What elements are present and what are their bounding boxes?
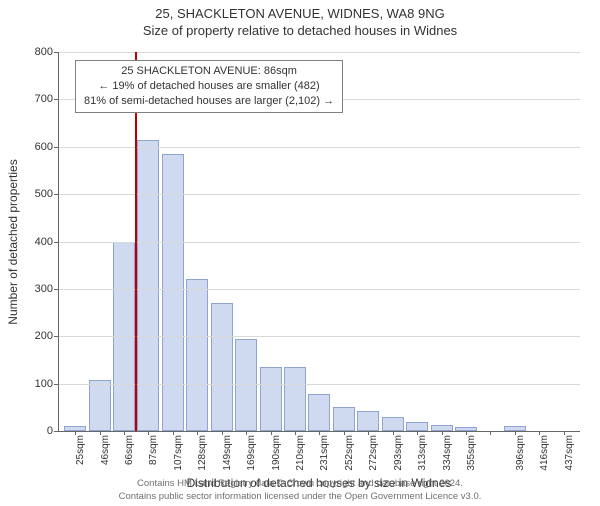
footer-attribution: Contains HM Land Registry data © Crown c… [0,478,600,503]
ytick-label: 400 [35,236,53,248]
histogram-bar [137,140,159,431]
histogram-bar [89,380,111,431]
ytick-mark [54,242,59,243]
xtick-label: 210sqm [295,435,306,471]
xtick-label: 107sqm [173,435,184,471]
ytick-mark [54,99,59,100]
histogram-bar [162,154,184,431]
histogram-bar [235,339,257,431]
ytick-label: 600 [35,141,53,153]
histogram-bar [357,411,379,431]
histogram-bar [382,417,404,431]
histogram-bar [406,422,428,431]
plot-area: Number of detached properties 25sqm46sqm… [58,52,580,432]
xtick-label: 46sqm [100,435,111,465]
footer-line-2: Contains public sector information licen… [0,491,600,503]
xtick-label: 66sqm [124,435,135,465]
xtick-label: 313sqm [417,435,428,471]
ytick-label: 700 [35,93,53,105]
xtick-label: 128sqm [197,435,208,471]
histogram-bar [308,394,330,431]
ytick-mark [54,384,59,385]
ytick-mark [54,336,59,337]
histogram-bar [333,407,355,431]
xtick-label: 169sqm [246,435,257,471]
ytick-mark [54,52,59,53]
ytick-label: 200 [35,330,53,342]
xtick-label: 416sqm [539,435,550,471]
ytick-label: 0 [47,425,53,437]
histogram-bar [260,367,282,431]
ytick-mark [54,147,59,148]
footer-line-1: Contains HM Land Registry data © Crown c… [0,478,600,490]
xtick-label: 355sqm [466,435,477,471]
xtick-label: 272sqm [368,435,379,471]
annotation-box: 25 SHACKLETON AVENUE: 86sqm← 19% of deta… [75,60,343,113]
ytick-label: 800 [35,46,53,58]
ytick-label: 300 [35,283,53,295]
annotation-line-2: ← 19% of detached houses are smaller (48… [84,79,334,94]
xtick-label: 396sqm [515,435,526,471]
histogram-bar [186,279,208,431]
xtick-mark [490,431,491,435]
xtick-label: 252sqm [344,435,355,471]
ytick-label: 500 [35,188,53,200]
chart-title-main: 25, SHACKLETON AVENUE, WIDNES, WA8 9NG [0,6,600,21]
xtick-label: 437sqm [564,435,575,471]
chart-title-sub: Size of property relative to detached ho… [0,23,600,38]
histogram-bar [284,367,306,431]
ytick-mark [54,431,59,432]
ytick-label: 100 [35,378,53,390]
annotation-line-1: 25 SHACKLETON AVENUE: 86sqm [84,64,334,79]
chart-inner: Number of detached properties 25sqm46sqm… [58,52,580,432]
xtick-label: 149sqm [222,435,233,471]
ytick-mark [54,194,59,195]
xtick-label: 231sqm [319,435,330,471]
xtick-label: 293sqm [393,435,404,471]
ytick-mark [54,289,59,290]
y-axis-label: Number of detached properties [6,159,20,324]
annotation-line-3: 81% of semi-detached houses are larger (… [84,94,334,109]
xtick-label: 190sqm [271,435,282,471]
histogram-bar [211,303,233,431]
xtick-label: 334sqm [442,435,453,471]
xtick-label: 25sqm [75,435,86,465]
xtick-label: 87sqm [148,435,159,465]
